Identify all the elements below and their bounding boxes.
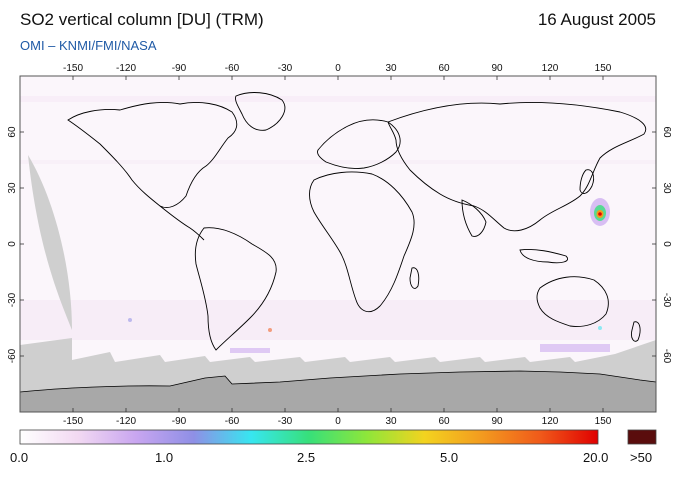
asia-outline — [387, 101, 647, 232]
colorbar-label-2: 2.5 — [297, 450, 316, 465]
longitude-tick-label-top: -60 — [225, 63, 240, 74]
antarctica-landmass — [20, 370, 656, 412]
latitude-tick-label-right: -30 — [661, 293, 672, 308]
south-america-outline — [194, 227, 277, 351]
latitude-tick-label-left: 30 — [7, 182, 18, 194]
colorbar-label-1: 1.0 — [155, 450, 174, 465]
colorbar-label-over: >50 — [630, 450, 653, 465]
longitude-tick-label-bottom: 60 — [438, 416, 450, 427]
colorbar-over-range-box — [627, 429, 657, 445]
indonesia-outline — [519, 249, 568, 264]
longitude-tick-label-top: 120 — [542, 63, 559, 74]
madagascar-outline — [409, 267, 420, 289]
latitude-tick-label-right: 30 — [661, 182, 672, 194]
no-data-swath — [28, 155, 72, 330]
north-america-outline — [67, 101, 238, 208]
latitude-ticks-right: 60 30 0 -30 -60 — [652, 126, 672, 364]
longitude-tick-label-top: 30 — [385, 63, 397, 74]
longitude-ticks-bottom: -150 -120 -90 -60 -30 0 30 60 90 120 150 — [63, 408, 612, 427]
map-title: SO2 vertical column [DU] (TRM) — [20, 10, 264, 29]
colorbar-label-3: 5.0 — [440, 450, 459, 465]
longitude-tick-label-top: 0 — [335, 63, 341, 74]
longitude-tick-label-bottom: 30 — [385, 416, 397, 427]
australia-outline — [536, 276, 609, 327]
greenland-outline — [235, 92, 286, 131]
longitude-tick-label-top: -30 — [278, 63, 293, 74]
europe-outline — [317, 119, 401, 169]
longitude-tick-label-top: 90 — [491, 63, 503, 74]
latitude-tick-label-left: -60 — [7, 348, 18, 363]
so2-plume-anatahan — [590, 198, 610, 226]
africa-outline — [309, 171, 415, 313]
longitude-tick-label-top: -90 — [172, 63, 187, 74]
latitude-tick-label-left: 60 — [7, 126, 18, 138]
longitude-tick-label-bottom: 90 — [491, 416, 503, 427]
longitude-tick-label-top: -150 — [63, 63, 83, 74]
colorbar — [19, 429, 599, 445]
longitude-tick-label-bottom: -90 — [172, 416, 187, 427]
so2-background-noise — [20, 96, 656, 340]
longitude-tick-label-top: 150 — [595, 63, 612, 74]
latitude-ticks-left: 60 30 0 -30 -60 — [7, 126, 24, 363]
japan-outline — [579, 169, 595, 194]
longitude-tick-label-bottom: -30 — [278, 416, 293, 427]
latitude-tick-label-left: 0 — [7, 241, 18, 247]
longitude-tick-label-bottom: -60 — [225, 416, 240, 427]
longitude-ticks-top: -150 -120 -90 -60 -30 0 30 60 90 120 150 — [63, 63, 612, 80]
new-zealand-outline — [631, 321, 641, 342]
colorbar-label-0: 0.0 — [10, 450, 29, 465]
india-outline — [461, 199, 487, 237]
longitude-tick-label-bottom: 150 — [595, 416, 612, 427]
latitude-tick-label-right: 60 — [661, 126, 672, 138]
latitude-tick-label-left: -30 — [7, 292, 18, 307]
longitude-tick-label-bottom: 0 — [335, 416, 341, 427]
data-credit: OMI – KNMI/FMI/NASA — [20, 38, 157, 53]
map-date: 16 August 2005 — [537, 10, 656, 29]
colorbar-label-4: 20.0 — [583, 450, 609, 465]
longitude-tick-label-bottom: -120 — [116, 416, 136, 427]
latitude-tick-label-right: 0 — [661, 241, 672, 247]
coastlines — [67, 92, 647, 351]
longitude-tick-label-top: 60 — [438, 63, 450, 74]
latitude-tick-label-right: -60 — [661, 349, 672, 364]
longitude-tick-label-bottom: 120 — [542, 416, 559, 427]
longitude-tick-label-top: -120 — [116, 63, 136, 74]
central-america-outline — [159, 205, 205, 241]
so2-speckles-south — [128, 318, 610, 353]
longitude-tick-label-bottom: -150 — [63, 416, 83, 427]
